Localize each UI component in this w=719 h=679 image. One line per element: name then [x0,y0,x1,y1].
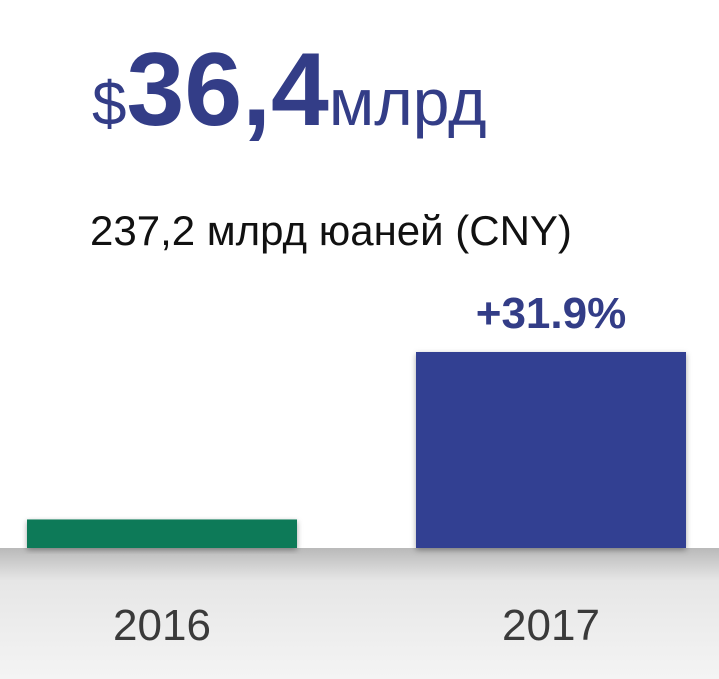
x-tick-label: 2016 [113,601,211,650]
amount: 36,4 [126,32,329,148]
x-tick-label: 2017 [502,601,600,650]
unit: млрд [329,65,487,139]
headline: $36,4млрд [92,32,487,148]
plot: 2016 2017 +31.9% [27,289,686,650]
bar [416,352,686,548]
currency: $ [92,70,126,139]
annotation: +31.9% [476,289,626,338]
bar [27,519,297,548]
floor [0,548,719,679]
subtitle: 237,2 млрд юаней (CNY) [90,207,572,254]
